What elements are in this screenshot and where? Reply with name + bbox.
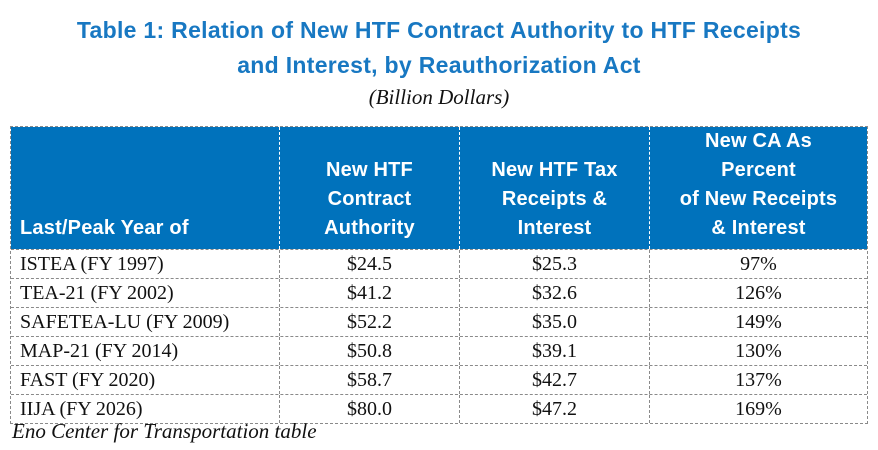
cell-receipts: $35.0: [459, 308, 649, 336]
header-line: New CA As: [704, 130, 812, 152]
cell-new-ca: $24.5: [279, 250, 459, 278]
cell-receipts: $42.7: [459, 366, 649, 394]
cell-percent: 130%: [649, 337, 867, 365]
cell-new-ca: $41.2: [279, 279, 459, 307]
cell-act: MAP-21 (FY 2014): [20, 339, 179, 362]
table-title: Table 1: Relation of New HTF Contract Au…: [0, 13, 878, 83]
header-line: New HTF: [326, 159, 413, 181]
cell-act: ISTEA (FY 1997): [20, 252, 164, 275]
cell-receipts: $25.3: [459, 250, 649, 278]
cell-act: TEA-21 (FY 2002): [20, 281, 174, 304]
header-line: & Interest: [711, 217, 806, 239]
cell-percent: 169%: [649, 395, 867, 423]
column-header-new-htf-tax-receipts-interest: New HTF Tax Receipts & Interest: [459, 127, 649, 249]
table-subtitle: (Billion Dollars): [368, 85, 510, 109]
cell-receipts: $32.6: [459, 279, 649, 307]
header-line: of New Receipts: [679, 188, 838, 210]
data-table: Last/Peak Year of New HTF Contract Autho…: [10, 126, 868, 424]
table-row: ISTEA (FY 1997) $24.5 $25.3 97%: [11, 249, 867, 278]
column-header-last-peak-year: Last/Peak Year of: [11, 127, 279, 249]
cell-new-ca: $58.7: [279, 366, 459, 394]
cell-act: FAST (FY 2020): [20, 368, 156, 391]
cell-act: IIJA (FY 2026): [20, 397, 143, 420]
column-header-new-htf-contract-authority: New HTF Contract Authority: [279, 127, 459, 249]
header-line: Percent: [721, 159, 796, 181]
cell-percent: 126%: [649, 279, 867, 307]
header-line: New HTF Tax: [491, 159, 618, 181]
table-title-line1: Table 1: Relation of New HTF Contract Au…: [76, 17, 802, 43]
source-note: Eno Center for Transportation table: [12, 419, 317, 443]
header-line: Interest: [517, 217, 592, 239]
cell-receipts: $39.1: [459, 337, 649, 365]
cell-new-ca: $50.8: [279, 337, 459, 365]
cell-receipts: $47.2: [459, 395, 649, 423]
header-line: Receipts &: [501, 188, 608, 210]
cell-percent: 149%: [649, 308, 867, 336]
table-row: MAP-21 (FY 2014) $50.8 $39.1 130%: [11, 336, 867, 365]
table-header-row: Last/Peak Year of New HTF Contract Autho…: [11, 127, 867, 249]
cell-act: SAFETEA-LU (FY 2009): [20, 310, 230, 333]
table-title-line2: and Interest, by Reauthorization Act: [237, 52, 641, 78]
cell-new-ca: $80.0: [279, 395, 459, 423]
table-row: TEA-21 (FY 2002) $41.2 $32.6 126%: [11, 278, 867, 307]
table-row: IIJA (FY 2026) $80.0 $47.2 169%: [11, 394, 867, 423]
cell-percent: 137%: [649, 366, 867, 394]
table-row: FAST (FY 2020) $58.7 $42.7 137%: [11, 365, 867, 394]
header-line: Last/Peak Year of: [20, 217, 189, 239]
header-line: Contract: [327, 188, 412, 210]
column-header-new-ca-percent: New CA As Percent of New Receipts & Inte…: [649, 127, 867, 249]
table-row: SAFETEA-LU (FY 2009) $52.2 $35.0 149%: [11, 307, 867, 336]
header-line: Authority: [324, 217, 415, 239]
cell-percent: 97%: [649, 250, 867, 278]
cell-new-ca: $52.2: [279, 308, 459, 336]
